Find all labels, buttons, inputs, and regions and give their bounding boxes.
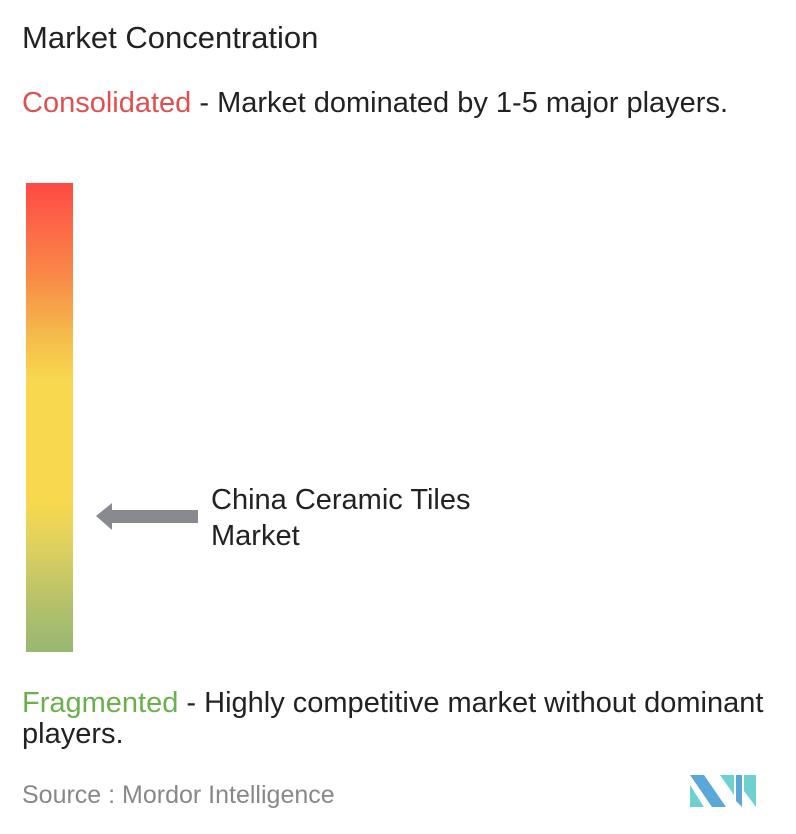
fragmented-text: - Highly competitive market without domi…: [22, 687, 764, 750]
mordor-logo: [690, 775, 756, 807]
concentration-gradient-bar: [26, 183, 73, 652]
fragmented-keyword: Fragmented: [22, 687, 179, 719]
source-text: Source : Mordor Intelligence: [22, 781, 335, 809]
fragmented-description: Fragmented - Highly competitive market w…: [22, 688, 792, 750]
market-label: China Ceramic Tiles Market: [211, 484, 471, 552]
page-title: Market Concentration: [22, 20, 319, 55]
consolidated-keyword: Consolidated: [22, 87, 192, 119]
arrow-left-icon: [96, 503, 198, 530]
consolidated-description: Consolidated - Market dominated by 1-5 m…: [22, 88, 792, 119]
consolidated-text: - Market dominated by 1-5 major players.: [191, 87, 729, 119]
